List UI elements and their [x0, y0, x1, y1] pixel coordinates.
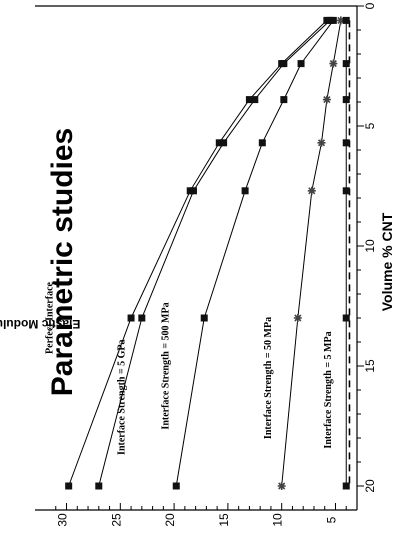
x-tick-label: 5: [363, 122, 377, 129]
y-ticks: 5 10 15 20 25 30: [55, 503, 347, 527]
series-3: [172, 16, 337, 490]
series-label: Interface Strength = 50 MPa: [263, 317, 274, 439]
chart-title: Parametric studies: [46, 128, 79, 396]
x-tick-label: 20: [363, 479, 377, 493]
data-point: [342, 60, 350, 68]
x-ticks: 0 5 10 15 20: [357, 2, 377, 493]
data-point: [200, 314, 208, 322]
y-tick-label: 25: [109, 513, 123, 527]
data-point: [172, 482, 180, 490]
x-tick-label: 15: [363, 359, 377, 373]
series-layer: [65, 16, 351, 490]
data-point: [329, 16, 337, 24]
x-axis-label: Volume % CNT: [379, 212, 395, 311]
data-point: [336, 16, 345, 25]
data-point: [342, 96, 350, 104]
data-point: [342, 482, 350, 490]
y-tick-label: 15: [217, 513, 231, 527]
data-point: [241, 187, 249, 195]
y-tick-label: 5: [324, 516, 338, 523]
series-4: [277, 16, 345, 490]
series-label: Interface Strength = 5 MPa: [323, 331, 334, 448]
data-point: [280, 60, 288, 68]
data-point: [342, 16, 350, 24]
data-point: [138, 314, 146, 322]
series-2: [95, 16, 334, 490]
data-point: [258, 139, 266, 147]
data-point: [317, 138, 326, 147]
data-point: [307, 186, 316, 195]
data-point: [220, 139, 228, 147]
y-tick-label: 10: [271, 513, 285, 527]
series-line: [98, 20, 331, 487]
data-point: [280, 96, 288, 104]
data-point: [95, 482, 103, 490]
series-label: Interface Strength = 5 GPa: [117, 339, 128, 455]
data-point: [277, 482, 286, 490]
plot-area: 0 5 10 15 20 5 10 15 20 25 30: [35, 2, 377, 527]
data-point: [342, 187, 350, 195]
data-point: [329, 59, 338, 68]
series-5: [342, 16, 350, 490]
series-label: Perfect Interface: [45, 281, 56, 353]
data-point: [297, 60, 305, 68]
data-point: [251, 96, 259, 104]
series-line: [175, 20, 334, 487]
data-point: [245, 96, 253, 104]
x-tick-label: 10: [363, 239, 377, 253]
data-point: [189, 187, 197, 195]
series-labels: Perfect Interface Interface Strength = 5 …: [45, 281, 335, 454]
x-tick-label: 0: [363, 2, 377, 9]
data-point: [342, 139, 350, 147]
data-point: [342, 314, 350, 322]
series-label: Interface Strength = 500 MPa: [161, 302, 172, 429]
data-point: [127, 314, 135, 322]
y-tick-label: 20: [163, 513, 177, 527]
data-point: [293, 314, 302, 322]
y-tick-label: 30: [56, 513, 70, 527]
series-1: [65, 16, 331, 490]
data-point: [215, 139, 223, 147]
data-point: [322, 95, 331, 104]
data-point: [65, 482, 73, 490]
y-axis-label: Elastic Modulus (GPa): [0, 317, 80, 331]
